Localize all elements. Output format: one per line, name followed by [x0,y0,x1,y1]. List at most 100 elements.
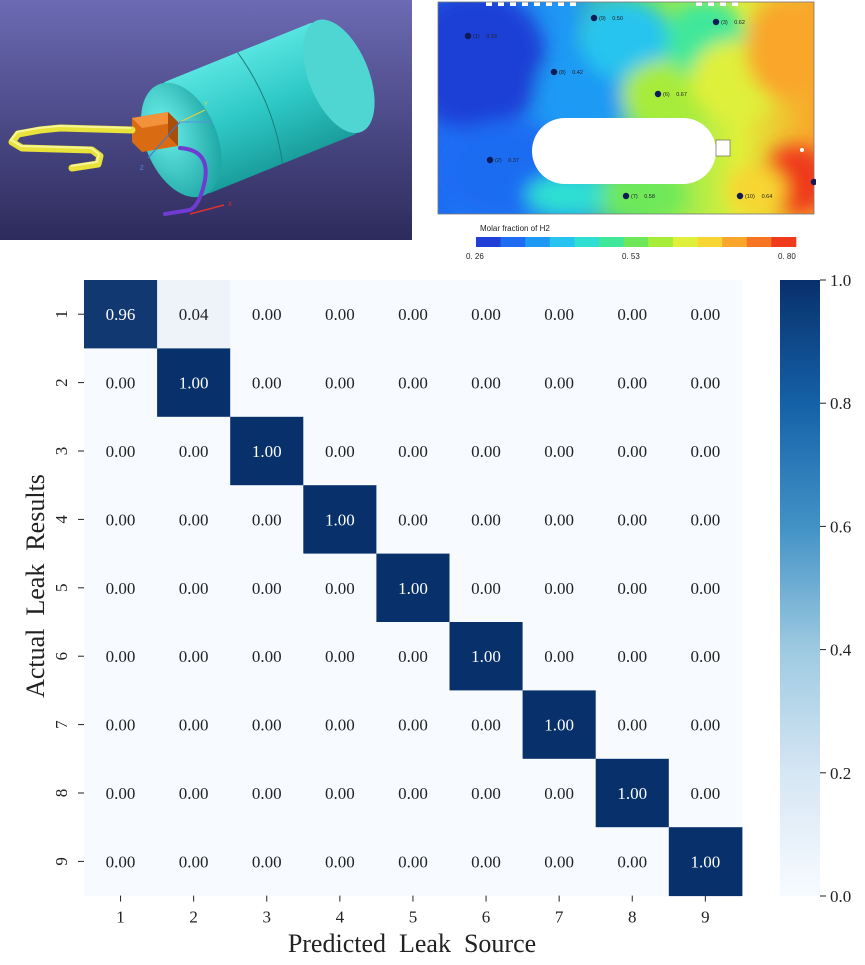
cell-value-label: 1.00 [617,784,647,803]
colorbar-tick-label: 0.2 [830,764,851,783]
heatmap-cell [230,758,304,828]
cell-value-label: 1.00 [471,647,501,666]
heatmap-cell [84,622,158,691]
cell-value-label: 0.00 [398,374,428,393]
heatmap-cell [668,485,743,555]
x-tick-label: 9 [701,908,710,927]
vent-openings [486,2,738,6]
heatmap-cell [668,416,743,486]
heatmap-cells [84,280,743,897]
heatmap-cell [376,622,450,691]
cell-value-label: 0.00 [398,510,428,529]
cell-value-label: 0.00 [252,716,282,735]
probe-id: (8) [559,70,566,76]
heatmap-cell [157,485,231,555]
cell-value-label: 0.00 [544,852,574,871]
cell-value-label: 0.00 [690,305,720,324]
colorbar-tick-label: 0.6 [830,517,851,536]
legend-tick-low: 0. 26 [466,252,484,261]
x-tick-label: 6 [482,908,491,927]
colorbar-tick-label: 0.0 [830,887,851,906]
probe-value: 0.42 [572,70,583,76]
heatmap-cell [84,827,158,897]
cell-value-label: 0.00 [544,510,574,529]
probe-point: (7) 0.58 [622,192,655,200]
probe-point: (9) 0.50 [590,14,623,22]
probe-id: (1) [473,34,480,40]
heatmap-cell [449,553,524,623]
legend-swatch [771,237,797,247]
cell-value-label: 1.00 [544,716,574,735]
cell-value-label: 0.00 [471,716,501,735]
heatmap-cell [376,827,450,897]
cell-value-label: 0.00 [179,442,209,461]
heatmap-cell [230,348,304,418]
heatmap-cell [230,485,304,555]
valve-block [132,112,178,152]
cell-value-label: 0.00 [617,647,647,666]
legend-swatch [574,237,600,247]
cell-value-label: 0.00 [179,510,209,529]
probe-dot [486,156,494,164]
cell-value-label: 0.00 [106,852,136,871]
cell-value-label: 0.00 [471,442,501,461]
heatmap-cell [668,553,743,623]
heatmap-cell [522,348,597,418]
colorbar-tick-label: 1.0 [830,271,851,290]
cell-value-label: 0.00 [106,442,136,461]
heatmap-cell [522,827,597,897]
heatmap-cell [449,280,524,349]
axis-label-y: Y [204,102,208,108]
cell-value-label: 1.00 [179,374,209,393]
heatmap-cell [668,758,743,828]
heatmap-cell [157,416,231,486]
probe-dot [590,14,598,22]
legend-tick-mid: 0. 53 [622,252,640,261]
cell-value-label: 0.00 [106,716,136,735]
contour-field [438,2,814,214]
heatmap-cell [595,348,670,418]
heatmap-cell [157,622,231,691]
cell-value-label: 0.00 [398,852,428,871]
cell-value-label: 0.00 [690,579,720,598]
cell-value-label: 0.00 [252,579,282,598]
x-axis-title: Predicted Leak Source [288,929,536,958]
legend-title: Molar fraction of H2 [480,224,550,233]
heatmap-cell [449,690,524,760]
x-tick-label: 4 [336,908,345,927]
heatmap-cell [595,485,670,555]
x-tick-label: 3 [263,908,272,927]
probe-id: (10) [745,194,755,200]
cell-value-label: 0.00 [690,647,720,666]
heatmap-cell [157,280,231,349]
heatmap-cell [157,758,231,828]
y-tick-label: 1 [52,310,71,319]
cell-value-label: 0.00 [325,647,355,666]
probe-dot [712,18,720,26]
heatmap-cell [303,622,377,691]
cell-value-label: 0.00 [617,716,647,735]
probe-value: 0.50 [612,16,623,22]
cell-value-label: 0.00 [325,374,355,393]
heatmap-cell [595,758,670,828]
axis-label-z: Z [140,166,144,172]
heatmap-cell [376,416,450,486]
heatmap-cell [84,690,158,760]
heatmap-cell [668,622,743,691]
heatmap-cell [303,690,377,760]
cell-value-label: 0.00 [690,510,720,529]
heatmap-cell [376,280,450,349]
colorbar [780,280,820,896]
heatmap-cell [84,348,158,418]
confusion-matrix-chart: 0.96 0.04 0.00 0.00 0.00 0.00 0.00 0.00 0.000.00… [21,271,852,958]
heatmap-cell [595,280,670,349]
probe-markers: (1)0.33(2)0.37(3)0.62(4)0.71(5)0.70(6)0.… [464,14,816,200]
heatmap-cell [376,553,450,623]
probe-point: (10) 0.64 [736,192,772,200]
heatmap-cell [376,485,450,555]
x-tick-label: 5 [409,908,418,927]
heatmap-cell [157,690,231,760]
heatmap-cell [230,280,304,349]
cell-value-label: 0.00 [617,510,647,529]
tank-cutout [532,118,716,184]
